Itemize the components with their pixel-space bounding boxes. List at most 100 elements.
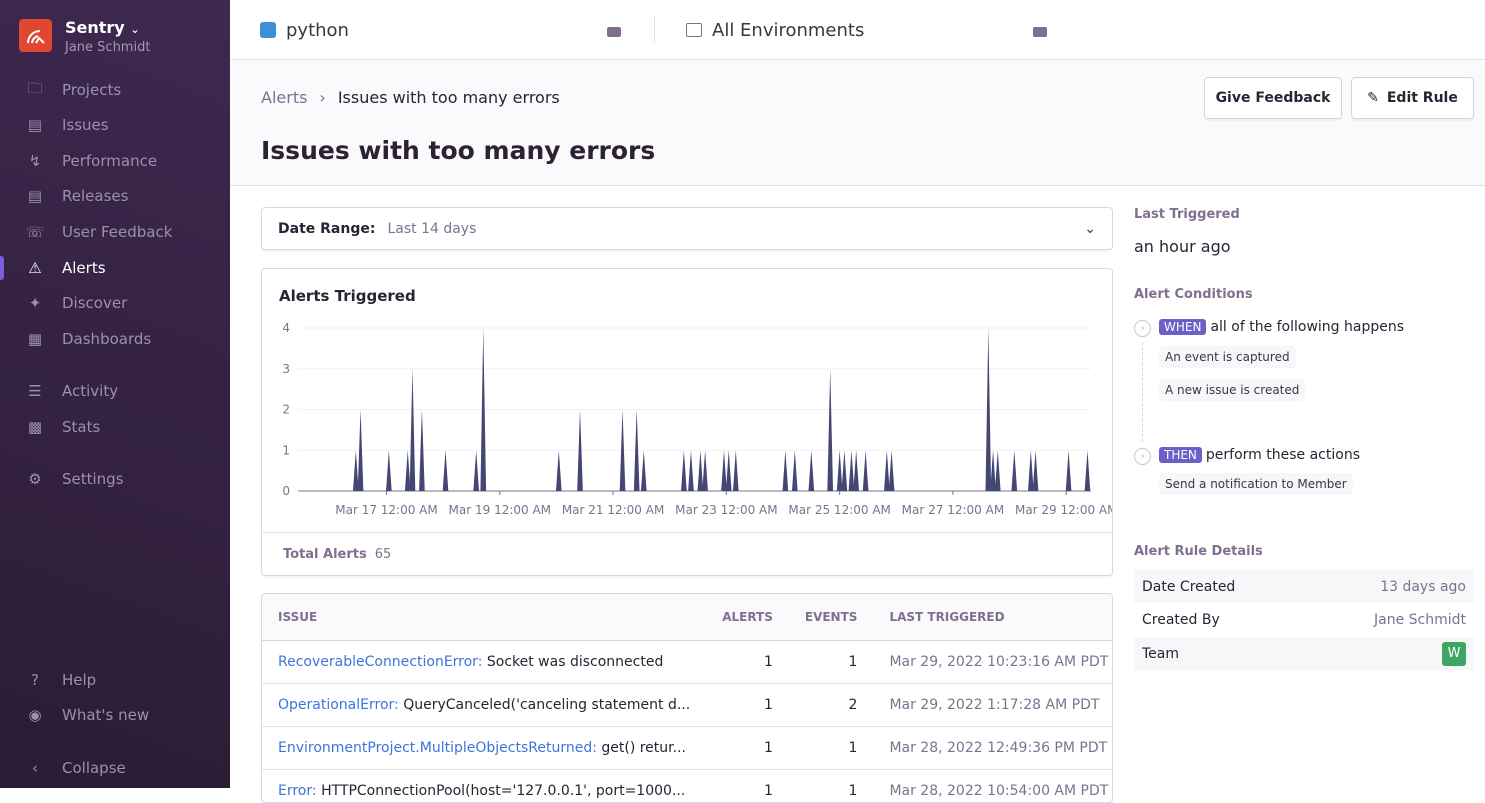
alert-spike <box>884 450 890 491</box>
alert-spike <box>994 450 1001 491</box>
alert-spike <box>990 450 996 491</box>
sidebar-item-stats[interactable]: ▩ Stats <box>0 410 230 444</box>
chevron-right-icon: › <box>319 88 326 107</box>
alerts-count: 1 <box>706 640 789 684</box>
alert-spike <box>721 450 727 491</box>
alert-spike <box>357 409 364 491</box>
action-tag: Send a notification to Member <box>1159 473 1353 495</box>
breadcrumb-current: Issues with too many errors <box>337 88 560 107</box>
total-alerts-label: Total Alerts <box>283 547 367 562</box>
x-tick-label: Mar 25 12:00 AM <box>788 503 891 517</box>
date-range-value: Last 14 days <box>387 220 477 237</box>
sidebar-item-label: Releases <box>62 187 129 205</box>
sidebar-item-label: Issues <box>62 116 109 134</box>
sidebar-item-what-s-new[interactable]: ◉ What's new <box>0 698 230 732</box>
alert-spike <box>1065 450 1072 491</box>
sidebar-item-activity[interactable]: ☰ Activity <box>0 374 230 408</box>
last-triggered: Mar 28, 2022 10:54:00 AM PDT <box>873 769 1112 802</box>
alert-spike <box>862 450 869 491</box>
sidebar-item-label: User Feedback <box>62 223 173 241</box>
issue-link[interactable]: OperationalError: <box>278 696 399 713</box>
issue-link[interactable]: Error: <box>278 782 317 799</box>
alert-spike <box>1027 450 1034 491</box>
then-text: perform these actions <box>1205 447 1360 463</box>
issue-cell: EnvironmentProject.MultipleObjectsReturn… <box>262 726 707 770</box>
sidebar-item-label: Projects <box>62 81 122 99</box>
sidebar-item-alerts[interactable]: ⚠ Alerts <box>0 251 230 285</box>
project-selector[interactable]: python <box>260 0 349 60</box>
org-name: Sentry <box>65 18 125 37</box>
detail-value: Jane Schmidt <box>1373 611 1466 628</box>
alert-spike <box>619 409 626 491</box>
sidebar-item-collapse[interactable]: ‹ Collapse <box>0 751 230 785</box>
team-avatar[interactable]: W <box>1442 641 1466 666</box>
sidebar-item-label: What's new <box>62 706 150 724</box>
table-row[interactable]: RecoverableConnectionError: Socket was d… <box>262 640 1112 684</box>
sidebar-item-discover[interactable]: ✦ Discover <box>0 286 230 320</box>
alert-spike <box>419 409 425 491</box>
sidebar-item-user-feedback[interactable]: ☏ User Feedback <box>0 215 230 249</box>
sidebar-item-label: Collapse <box>62 759 126 777</box>
x-tick-label: Mar 21 12:00 AM <box>562 503 665 517</box>
org-switcher[interactable]: Sentry ⌄ Jane Schmidt <box>19 19 150 57</box>
alert-spike <box>1032 450 1039 491</box>
sidebar-item-settings[interactable]: ⚙ Settings <box>0 462 230 496</box>
issue-message: Socket was disconnected <box>486 653 664 670</box>
alert-spike <box>404 450 411 491</box>
sidebar-item-label: Dashboards <box>62 330 152 348</box>
table-row[interactable]: OperationalError: QueryCanceled('canceli… <box>262 683 1112 727</box>
sidebar-item-label: Activity <box>62 382 119 400</box>
sidebar-item-label: Alerts <box>62 259 106 277</box>
lightning-icon: ↯ <box>28 152 42 170</box>
alert-spike <box>702 450 708 491</box>
alert-spike <box>442 450 449 491</box>
lock-icon <box>607 27 621 37</box>
alert-spike <box>633 409 640 491</box>
sidebar: Sentry ⌄ Jane Schmidt 🗀 Projects ▤ Issues ↯ P… <box>0 0 230 788</box>
sidebar-item-projects[interactable]: 🗀 Projects <box>0 73 230 107</box>
alert-spike <box>409 368 416 491</box>
chevron-down-icon: ⌄ <box>1084 220 1096 237</box>
bar-chart-icon: ▩ <box>27 418 43 436</box>
issue-message: QueryCanceled('canceling statement d... <box>403 696 691 713</box>
events-count: 1 <box>788 726 874 770</box>
sidebar-item-label: Discover <box>62 294 128 312</box>
alert-spike <box>782 450 789 491</box>
issue-cell: Error: HTTPConnectionPool(host='127.0.0.… <box>262 769 707 802</box>
then-badge: THEN <box>1159 447 1202 463</box>
col-events: EVENTS <box>788 594 874 641</box>
give-feedback-button[interactable]: Give Feedback <box>1204 77 1342 119</box>
edit-rule-button[interactable]: ✎ Edit Rule <box>1351 77 1474 119</box>
breadcrumb-alerts[interactable]: Alerts <box>261 88 308 107</box>
sidebar-item-issues[interactable]: ▤ Issues <box>0 108 230 142</box>
environment-selector[interactable]: All Environments <box>686 0 864 60</box>
sidebar-item-label: Performance <box>62 152 158 170</box>
alerts-chart-card: Alerts Triggered 0 1 2 3 4 Mar 17 12:00 AM Mar… <box>261 268 1113 576</box>
sidebar-item-help[interactable]: ? Help <box>0 663 230 697</box>
y-tick-label: 1 <box>282 443 290 457</box>
sidebar-item-releases[interactable]: ▤ Releases <box>0 179 230 213</box>
issue-link[interactable]: RecoverableConnectionError: <box>278 653 483 670</box>
page-header: Alerts › Issues with too many errors Iss… <box>230 60 1485 186</box>
alert-spike <box>1084 450 1091 491</box>
last-triggered: Mar 28, 2022 12:49:36 PM PDT <box>873 726 1112 770</box>
sidebar-item-performance[interactable]: ↯ Performance <box>0 144 230 178</box>
alert-spike <box>386 450 392 491</box>
col-issue: ISSUE <box>262 594 707 641</box>
events-count: 1 <box>788 640 874 684</box>
chart-title: Alerts Triggered <box>279 287 416 305</box>
issue-link[interactable]: EnvironmentProject.MultipleObjectsReturn… <box>278 739 597 756</box>
alert-spike <box>841 450 848 491</box>
siren-icon: ⚠ <box>28 259 42 277</box>
date-range-selector[interactable]: Date Range: Last 14 days ⌄ <box>261 207 1113 250</box>
table-row[interactable]: EnvironmentProject.MultipleObjectsReturn… <box>262 726 1112 770</box>
issue-message: get() retur... <box>601 739 686 756</box>
edit-rule-label: Edit Rule <box>1386 90 1458 106</box>
table-row[interactable]: Error: HTTPConnectionPool(host='127.0.0.… <box>262 769 1112 802</box>
headset-icon: ☏ <box>25 223 45 241</box>
chevron-circle-icon: › <box>1134 448 1151 465</box>
environment-name: All Environments <box>712 19 865 41</box>
python-icon <box>260 22 276 38</box>
alert-spike <box>352 450 359 491</box>
sidebar-item-dashboards[interactable]: ▦ Dashboards <box>0 322 230 356</box>
